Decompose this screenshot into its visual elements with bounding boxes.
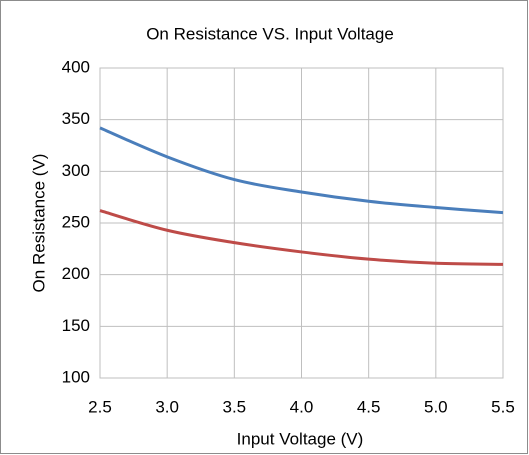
line-series xyxy=(99,209,504,266)
x-tick-label: 3.0 xyxy=(155,397,179,416)
x-axis-label: Input Voltage (V) xyxy=(237,429,364,448)
x-tick-label: 3.5 xyxy=(223,397,247,416)
y-tick-label: 100 xyxy=(62,367,90,386)
x-tick-label: 5.5 xyxy=(491,397,515,416)
y-tick-label: 150 xyxy=(62,316,90,335)
y-tick-label: 250 xyxy=(62,212,90,231)
y-tick-label: 350 xyxy=(62,109,90,128)
y-axis-label: On Resistance (V) xyxy=(29,154,48,293)
x-tick-label: 5.0 xyxy=(424,397,448,416)
x-tick-label: 2.5 xyxy=(88,397,112,416)
y-tick-label: 400 xyxy=(62,57,90,76)
line-series xyxy=(99,126,504,215)
y-tick-label: 200 xyxy=(62,264,90,283)
x-tick-label: 4.0 xyxy=(290,397,314,416)
plot-border xyxy=(99,67,504,379)
y-tick-label: 300 xyxy=(62,161,90,180)
x-tick-label: 4.5 xyxy=(357,397,381,416)
chart-title: On Resistance VS. Input Voltage xyxy=(146,24,394,43)
